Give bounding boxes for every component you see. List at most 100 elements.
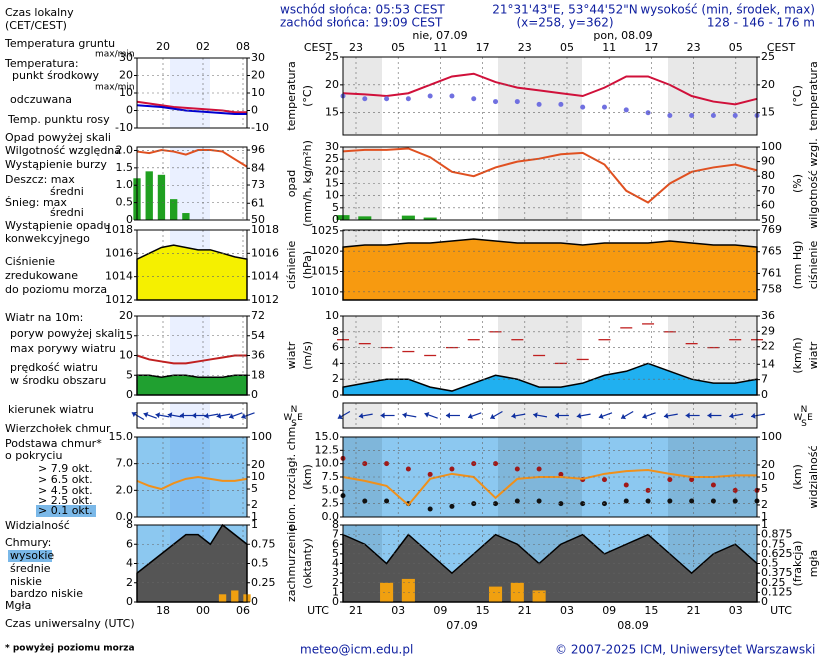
- compass-letter: W: [284, 413, 293, 423]
- y2-axis-label: ciśnienie: [807, 241, 820, 290]
- series-dot: [427, 506, 433, 512]
- arrow-head: [155, 412, 160, 419]
- copyright: © 2007-2025 ICM, Uniwersytet Warszawski: [555, 643, 815, 657]
- y-tick-label: 15: [325, 106, 339, 119]
- y-tick-label: 20: [119, 69, 133, 82]
- arrow-head: [445, 412, 450, 419]
- mini-top-hour: 08: [236, 40, 250, 53]
- top-hour: 17: [644, 41, 658, 54]
- series-bar: [532, 590, 546, 602]
- wind-arrow: [642, 412, 656, 420]
- y2-tick-label: 0.625: [761, 547, 793, 560]
- wind-arrow: [204, 412, 219, 419]
- arrow-head: [402, 412, 407, 419]
- series-dot: [558, 501, 564, 507]
- legend-label: Śnieg: max: [5, 196, 67, 209]
- arrow-head: [424, 411, 430, 418]
- wind-arrow: [192, 412, 207, 419]
- bottom-hour: 15: [644, 604, 658, 617]
- y-tick-label: 1018: [105, 223, 133, 236]
- y2-tick-label: 36: [251, 349, 265, 362]
- wind-arrow: [402, 412, 417, 419]
- legend-label: Wiatr na 10m:: [5, 311, 83, 324]
- arrow-head: [598, 413, 604, 420]
- y2-tick-label: 50: [251, 213, 265, 226]
- series-dot: [689, 113, 695, 118]
- legend-label: > 2.5 okt.: [38, 494, 93, 507]
- panel-frame: [136, 402, 248, 429]
- panel-frame: [342, 146, 758, 221]
- arrow-head: [576, 412, 582, 419]
- y-tick-label: 3: [332, 566, 339, 579]
- arrow-head: [216, 412, 222, 419]
- series-dot: [580, 104, 586, 110]
- y-tick-label: 8: [332, 325, 339, 338]
- y-tick-label: 12.5: [315, 443, 340, 456]
- wind-arrow: [241, 412, 255, 420]
- y-axis-label: (oktanty): [301, 538, 314, 589]
- arrow-head: [621, 413, 627, 420]
- y-tick-label: 1025: [311, 224, 339, 237]
- y-axis-label: (°C): [301, 85, 314, 107]
- series-dot: [623, 482, 629, 488]
- series-line: [136, 104, 247, 115]
- email[interactable]: meteo@icm.edu.pl: [300, 643, 413, 657]
- y2-tick-label: 1: [251, 510, 258, 523]
- series-line: [342, 72, 758, 106]
- top-hour: 23: [687, 41, 701, 54]
- y2-tick-label: 0.5: [761, 557, 779, 570]
- series-dot: [667, 113, 673, 118]
- legend-label: > 6.5 okt.: [38, 473, 93, 486]
- series-dot: [449, 503, 455, 509]
- panel-frame: [342, 524, 758, 603]
- legend-label: bardzo niskie: [10, 587, 83, 600]
- y-tick-label: 7.5: [322, 470, 340, 483]
- y2-tick-label: 0.875: [761, 528, 793, 541]
- series-dot: [667, 477, 673, 483]
- y-tick-label: 15: [325, 177, 339, 190]
- arrow-head: [642, 413, 648, 420]
- wind-arrow: [380, 412, 395, 419]
- series-dot: [710, 482, 716, 488]
- y-tick-label: 5: [332, 547, 339, 560]
- y-axis-label: (hPa): [301, 251, 314, 279]
- y-tick-label: 15.0: [109, 430, 134, 443]
- legend-label: Deszcz: max: [5, 173, 75, 186]
- y-tick-label: 5: [332, 201, 339, 214]
- legend-label: kierunek wiatru: [8, 403, 94, 416]
- mini-bottom-hour: 00: [196, 604, 210, 617]
- y2-tick-label: 36: [761, 309, 775, 322]
- y-axis-label: (m/s): [301, 341, 314, 370]
- legend-label: zredukowane: [5, 269, 78, 282]
- y2-axis-label: (°C): [791, 85, 804, 107]
- legend-label: > 4.5 okt.: [38, 484, 93, 497]
- bottom-hour: 21: [518, 604, 532, 617]
- series-bar: [157, 174, 166, 220]
- wind-arrow: [554, 412, 569, 419]
- legend-label: Opad powyżej skali: [5, 131, 111, 144]
- legend-label: o pokryciu: [5, 449, 62, 462]
- top-hour: 05: [560, 41, 574, 54]
- y2-tick-label: 10: [761, 470, 775, 483]
- y-tick-label: 2.0: [116, 143, 134, 156]
- bottom-hour: 21: [349, 604, 363, 617]
- y-tick-label: 8: [332, 518, 339, 531]
- series-dot: [536, 498, 542, 504]
- y-tick-label: 10: [325, 189, 339, 202]
- day-top: pon, 08.09: [593, 29, 652, 42]
- y-tick-label: 1.5: [116, 161, 134, 174]
- bottom-hour: 09: [433, 604, 447, 617]
- series-dot: [580, 501, 586, 507]
- y-axis-label: temperatura: [285, 61, 298, 130]
- panel-frame: [136, 315, 248, 396]
- y-tick-label: 25: [325, 50, 339, 63]
- arrow-head: [192, 412, 197, 419]
- y2-tick-label: 20: [761, 458, 775, 471]
- legend-label: Temperatura gruntu: [4, 37, 115, 50]
- top-hour: 11: [602, 41, 616, 54]
- series-area: [342, 362, 758, 396]
- series-dot: [558, 101, 564, 107]
- y2-tick-label: 1016: [251, 246, 279, 259]
